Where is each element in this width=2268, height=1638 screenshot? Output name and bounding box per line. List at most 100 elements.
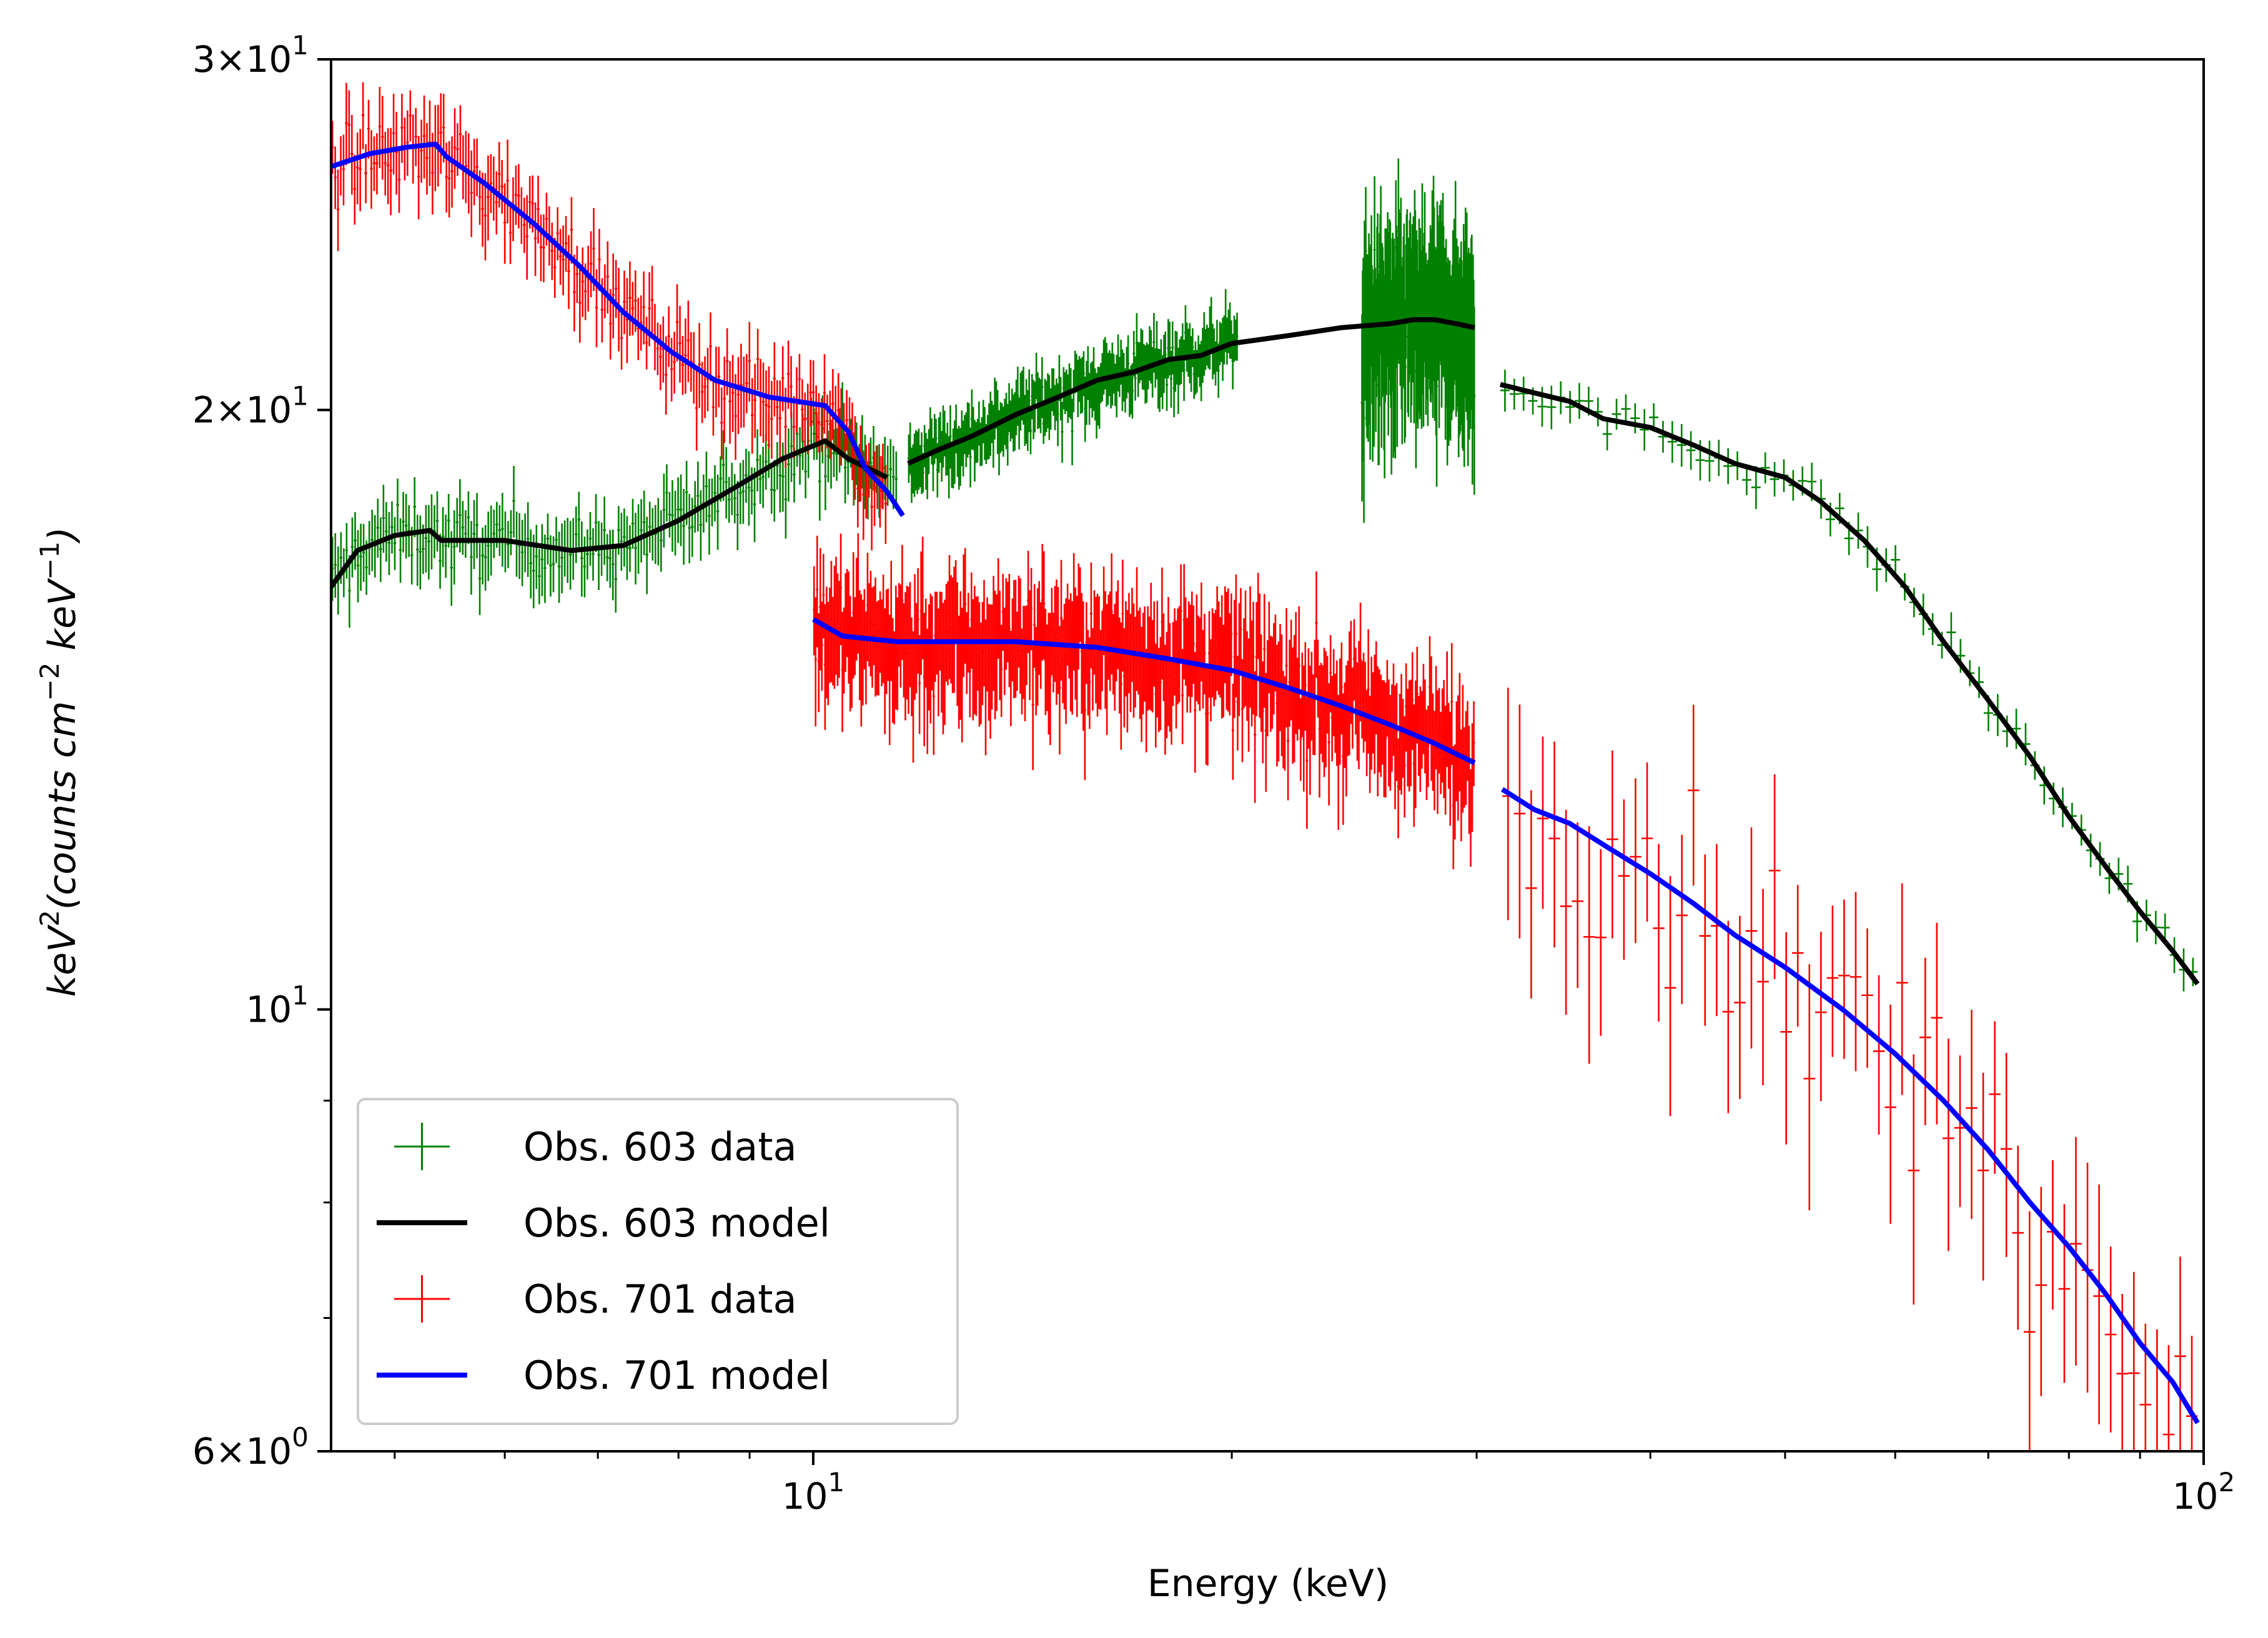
data-point — [1217, 343, 1220, 398]
data-point — [628, 261, 631, 336]
data-point — [512, 466, 515, 538]
data-point — [498, 505, 502, 556]
data-point — [826, 430, 830, 483]
data-point — [487, 155, 490, 241]
data-point — [387, 511, 391, 575]
data-point — [381, 96, 384, 180]
data-point — [453, 510, 456, 585]
data-point — [1943, 1039, 1954, 1251]
data-point — [420, 119, 423, 183]
data-point — [1134, 356, 1137, 401]
data-point — [1182, 339, 1186, 402]
data-point — [577, 491, 581, 548]
data-point — [845, 390, 848, 451]
data-point — [605, 534, 609, 581]
data-point — [1686, 431, 1696, 470]
data-point — [728, 361, 731, 444]
data-point — [418, 515, 422, 590]
data-point — [517, 164, 520, 229]
data-point — [1572, 822, 1583, 989]
data-point — [406, 110, 409, 176]
data-point — [864, 445, 868, 519]
data-point — [747, 451, 751, 526]
data-point — [483, 173, 487, 261]
data-point — [770, 380, 773, 459]
data-point — [1699, 854, 1711, 1026]
data-point — [753, 468, 756, 543]
data-point — [1653, 844, 1665, 1022]
data-point — [483, 525, 487, 591]
data-point — [603, 496, 606, 565]
data-point — [438, 533, 442, 589]
data-point — [526, 502, 530, 577]
data-point — [640, 295, 643, 351]
data-point — [656, 322, 660, 375]
data-point — [2104, 1246, 2117, 1433]
data-point — [739, 463, 742, 525]
data-series-2 — [331, 82, 2198, 1451]
data-point — [370, 510, 374, 571]
data-point — [396, 478, 399, 532]
data-point — [1049, 613, 1052, 746]
data-point — [481, 527, 484, 585]
data-point — [818, 443, 821, 521]
data-point — [1329, 634, 1332, 713]
data-point — [1547, 385, 1557, 430]
data-point — [761, 447, 765, 508]
data-point — [650, 265, 654, 336]
data-point — [424, 505, 428, 573]
data-point — [598, 229, 601, 291]
data-point — [489, 154, 493, 214]
data-point — [1110, 553, 1113, 674]
data-point — [1640, 409, 1650, 451]
data-point — [612, 529, 615, 601]
data-point — [1500, 370, 1510, 412]
data-point — [1263, 594, 1266, 708]
data-point — [1602, 418, 1612, 451]
data-point — [716, 474, 720, 550]
data-point — [837, 373, 840, 450]
data-point — [1168, 322, 1171, 375]
x-tick-label: 102 — [2172, 1467, 2236, 1517]
data-point — [1071, 398, 1074, 465]
plot-data-layer — [331, 82, 2200, 1451]
data-point — [546, 513, 550, 565]
model-line-2-segment-2 — [812, 617, 1476, 766]
legend-entry: Obs. 603 model — [377, 1200, 830, 1246]
x-tick-label: 101 — [782, 1467, 845, 1517]
data-point — [816, 535, 819, 648]
data-point — [539, 214, 543, 282]
data-point — [645, 317, 648, 370]
data-point — [1575, 383, 1584, 419]
data-point — [542, 214, 545, 282]
data-point — [660, 510, 663, 572]
data-point — [756, 429, 759, 491]
data-point — [1760, 452, 1770, 484]
data-point — [1607, 750, 1618, 939]
data-point — [1954, 1055, 1966, 1207]
data-point — [1908, 1054, 1919, 1305]
data-point — [1315, 571, 1318, 678]
data-point — [623, 508, 626, 567]
data-point — [778, 380, 781, 458]
data-point — [1473, 307, 1476, 495]
data-point — [581, 247, 585, 317]
data-point — [648, 501, 651, 553]
legend-box — [357, 1098, 959, 1425]
data-point — [640, 499, 643, 563]
data-point — [784, 461, 788, 539]
data-point — [889, 439, 893, 500]
data-point — [350, 114, 354, 195]
axis-ticks: 101 102 3×101 2×101 101 6×100 — [192, 30, 2235, 1517]
data-point — [745, 448, 748, 503]
data-point — [336, 169, 340, 252]
data-point — [2011, 708, 2021, 749]
data-point — [2127, 1271, 2140, 1451]
data-point — [1450, 643, 1453, 765]
data-point — [659, 324, 662, 390]
data-point — [467, 491, 470, 545]
data-point — [1630, 403, 1640, 434]
data-point — [1741, 465, 1751, 495]
data-point — [481, 172, 484, 247]
data-point — [1231, 683, 1234, 780]
